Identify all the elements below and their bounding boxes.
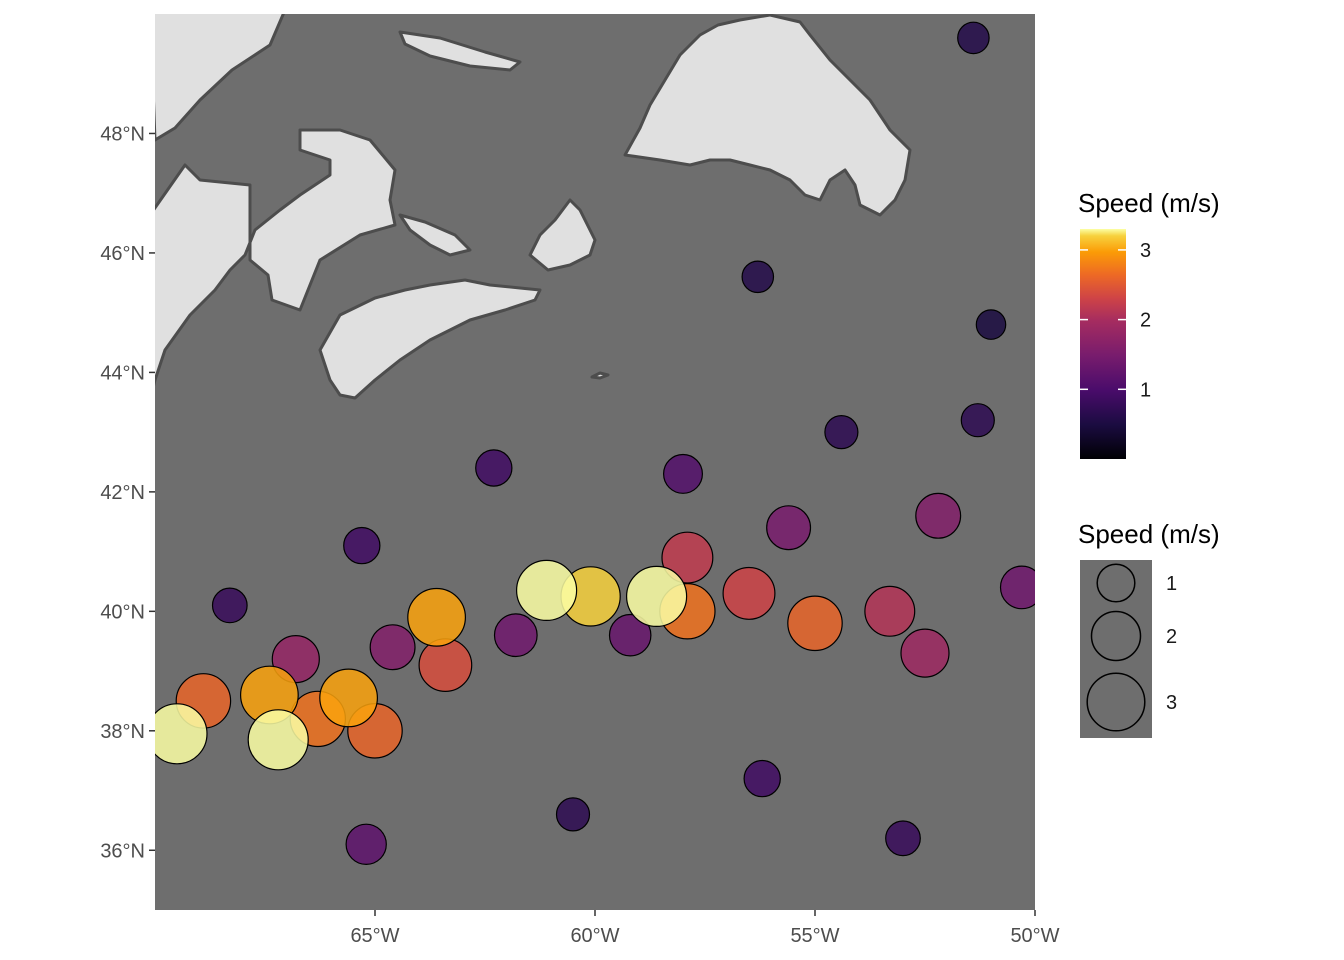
y-tick-label: 42°N: [100, 482, 145, 504]
drifter-point: [608, 613, 652, 657]
drifter-point: [864, 585, 916, 637]
map-panel: [155, 14, 1035, 910]
landmass-nova-scotia: [318, 278, 542, 400]
colorbar-tick-label: 1: [1140, 379, 1151, 401]
drifter-point: [960, 403, 995, 438]
y-tick-label: 36°N: [100, 840, 145, 862]
y-tick-label: 44°N: [100, 362, 145, 384]
size-legend-circle: [1086, 672, 1146, 732]
drifter-point: [211, 587, 248, 624]
landmass-sable-island: [590, 371, 610, 380]
drifter-point: [515, 559, 578, 622]
y-tick-label: 38°N: [100, 721, 145, 743]
drifter-point: [885, 820, 921, 857]
size-legend-circle: [1090, 610, 1142, 662]
size-legend-label: 2: [1166, 626, 1177, 648]
x-tick-label: 50°W: [1010, 925, 1059, 947]
land: [155, 14, 912, 400]
drifter-points: [155, 21, 1035, 866]
size-legend-label: 1: [1166, 573, 1177, 595]
drifter-point: [345, 823, 387, 866]
drifter-point: [369, 624, 416, 671]
x-tick-label: 60°W: [570, 925, 619, 947]
drifter-point: [661, 531, 714, 584]
size-legend-title: Speed (m/s): [1078, 519, 1220, 549]
landmass-gaspe-mainland: [155, 128, 397, 387]
drifter-point: [824, 415, 859, 450]
colorbar: [1080, 229, 1126, 459]
color-legend-title: Speed (m/s): [1078, 188, 1220, 218]
colorbar-ticks: 1 2 3: [1080, 240, 1151, 401]
colorbar-tick-label: 2: [1140, 310, 1151, 332]
landmass-north-shore: [155, 14, 285, 142]
size-legend-key-background: [1080, 560, 1152, 738]
y-tick-label: 40°N: [100, 601, 145, 623]
drifter-point: [743, 759, 781, 798]
y-axis: 36°N 38°N 40°N 42°N 44°N 46°N 48°N: [100, 123, 155, 862]
drifter-point: [475, 449, 513, 487]
y-tick-label: 46°N: [100, 243, 145, 265]
drifter-point: [155, 703, 208, 765]
drifter-point: [915, 492, 962, 539]
size-legend-items: 1 2 3: [1086, 563, 1177, 732]
drifter-point: [957, 21, 990, 55]
landmass-cape-breton: [528, 198, 597, 272]
landmass-pei: [398, 213, 472, 257]
drifter-point: [493, 613, 538, 658]
x-tick-label: 65°W: [350, 925, 399, 947]
drifter-point: [722, 566, 776, 620]
drifter-point: [247, 709, 309, 771]
y-tick-label: 48°N: [100, 123, 145, 145]
drifter-point: [418, 638, 473, 692]
drifter-point: [741, 260, 775, 294]
drifter-point: [343, 526, 381, 565]
drifter-point: [625, 565, 688, 628]
drifter-point: [555, 797, 591, 832]
size-legend: Speed (m/s) 1 2 3: [1078, 519, 1220, 738]
drifter-point: [766, 505, 812, 551]
drifter-point: [999, 565, 1035, 610]
x-tick-label: 55°W: [790, 925, 839, 947]
drifter-point: [319, 668, 379, 728]
landmass-anticosti: [398, 30, 522, 72]
drifter-point: [662, 453, 703, 494]
drifter-point: [787, 595, 843, 652]
size-legend-circle: [1096, 563, 1136, 603]
x-axis: 65°W 60°W 55°W 50°W: [350, 910, 1060, 947]
size-legend-label: 3: [1166, 692, 1177, 714]
drifter-point: [407, 587, 467, 647]
color-legend: Speed (m/s) 1 2 3: [1078, 188, 1220, 459]
drifter-point: [900, 628, 950, 678]
drifter-point: [975, 309, 1007, 340]
colorbar-tick-label: 3: [1140, 240, 1151, 262]
landmass-newfoundland: [623, 14, 912, 217]
